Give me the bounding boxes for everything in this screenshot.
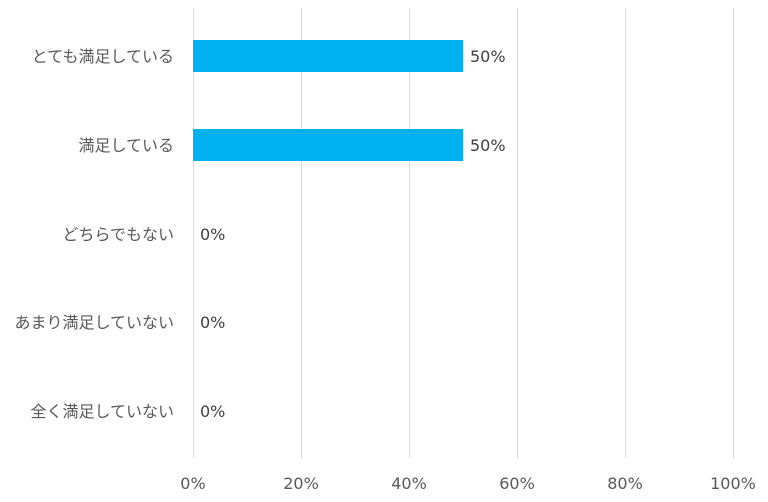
x-tick-label-0: 0% <box>180 474 205 493</box>
x-axis-tick-labels: 0% 20% 40% 60% 80% 100% <box>180 474 756 493</box>
x-tick-label-100: 100% <box>710 474 756 493</box>
x-tick-label-40: 40% <box>391 474 427 493</box>
x-tick-label-80: 80% <box>607 474 643 493</box>
gridlines <box>193 8 734 458</box>
category-label-1: とても満足している <box>32 47 174 66</box>
bar-2 <box>193 129 463 161</box>
x-tick-label-20: 20% <box>283 474 319 493</box>
data-label-3: 0% <box>200 225 225 244</box>
category-label-3: どちらでもない <box>62 225 174 244</box>
category-label-4: あまり満足していない <box>14 313 174 332</box>
x-tick-label-60: 60% <box>499 474 535 493</box>
data-label-4: 0% <box>200 313 225 332</box>
data-label-1: 50% <box>470 47 506 66</box>
bars <box>193 40 463 161</box>
category-label-2: 満足している <box>78 136 174 155</box>
data-label-2: 50% <box>470 136 506 155</box>
category-label-5: 全く満足していない <box>30 402 174 421</box>
data-label-5: 0% <box>200 402 225 421</box>
bar-1 <box>193 40 463 72</box>
category-labels: とても満足している満足しているどちらでもないあまり満足していない全く満足していな… <box>14 47 174 421</box>
data-labels: 50% 50% 0% 0% 0% <box>200 47 506 421</box>
